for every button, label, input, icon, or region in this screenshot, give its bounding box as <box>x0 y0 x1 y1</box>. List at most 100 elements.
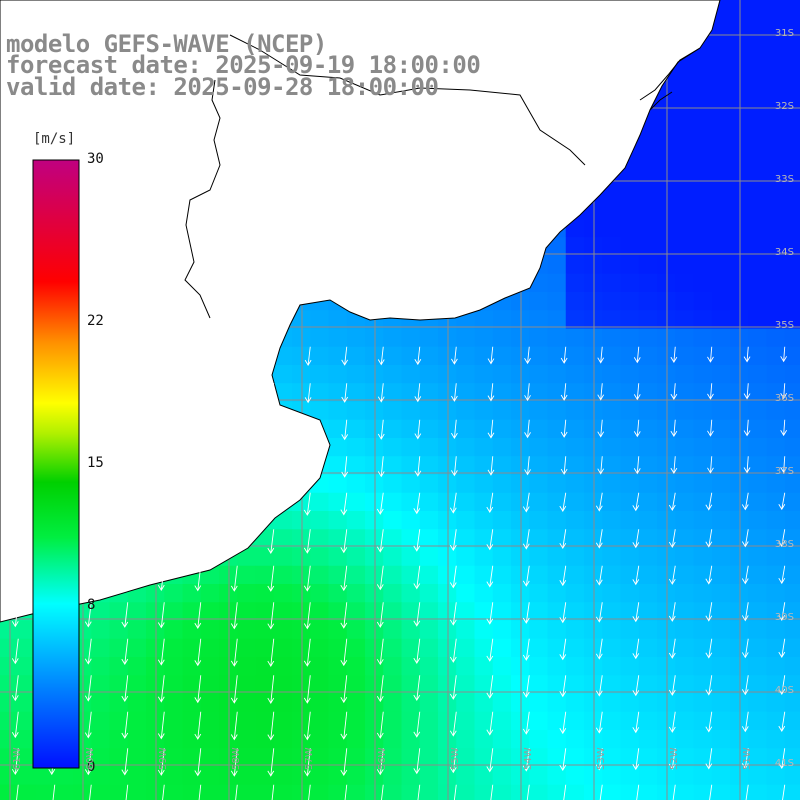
wind-cell <box>492 419 512 439</box>
wind-cell <box>766 711 786 731</box>
wind-cell <box>529 401 548 421</box>
wind-cell <box>784 255 800 275</box>
wind-arrow <box>304 383 312 404</box>
wind-arrow <box>668 565 676 585</box>
wind-cell <box>547 547 567 567</box>
wind-arrow <box>89 784 92 800</box>
wind-arrow <box>595 529 603 549</box>
wind-cell <box>657 584 676 603</box>
lon-label: 54W <box>523 747 534 770</box>
wind-cell <box>638 273 658 293</box>
wind-cell <box>401 346 421 366</box>
wind-cell <box>529 365 548 384</box>
wind-cell <box>529 383 548 402</box>
wind-cell <box>620 492 640 512</box>
wind-cell <box>310 565 329 585</box>
wind-cell <box>109 711 129 731</box>
wind-cell <box>456 730 475 749</box>
wind-cell <box>547 273 567 293</box>
wind-cell <box>766 164 786 183</box>
wind-cell <box>36 766 56 786</box>
wind-cell <box>693 529 713 548</box>
wind-cell <box>657 109 676 129</box>
wind-cell <box>602 657 621 676</box>
wind-cell <box>693 456 713 475</box>
wind-cell <box>310 602 329 621</box>
wind-cell <box>675 529 694 548</box>
wind-cell <box>438 711 457 731</box>
wind-cell <box>711 36 731 56</box>
wind-cell <box>511 383 530 402</box>
wind-cell <box>784 346 800 366</box>
wind-cell <box>657 310 676 329</box>
wind-cell <box>638 620 658 640</box>
wind-cell <box>127 638 147 658</box>
wind-cell <box>693 365 713 384</box>
wind-cell <box>292 657 311 676</box>
wind-arrow <box>194 602 202 629</box>
wind-cell <box>711 693 731 713</box>
wind-cell <box>620 620 640 640</box>
wind-cell <box>164 638 183 658</box>
wind-arrow <box>741 529 749 548</box>
wind-cell <box>730 711 749 731</box>
wind-cell <box>419 492 439 512</box>
wind-cell <box>492 328 512 348</box>
wind-cell <box>638 292 658 311</box>
wind-arrow <box>121 748 129 776</box>
wind-arrow <box>303 711 311 741</box>
wind-cell <box>127 748 147 767</box>
wind-cell <box>730 438 749 457</box>
wind-cell <box>675 511 694 530</box>
wind-arrow <box>778 675 786 696</box>
wind-arrow <box>668 492 676 511</box>
wind-cell <box>438 620 457 640</box>
wind-cell <box>91 602 110 621</box>
wind-arrow <box>12 383 20 405</box>
wind-cell <box>346 529 366 548</box>
wind-cell <box>273 784 293 800</box>
wind-cell <box>511 365 530 384</box>
wind-cell <box>365 492 384 512</box>
wind-cell <box>657 328 676 348</box>
wind-cell <box>255 784 275 800</box>
wind-cell <box>328 438 348 457</box>
wind-cell <box>438 456 457 475</box>
wind-arrow <box>524 419 531 439</box>
wind-cell <box>766 200 786 220</box>
wind-cell <box>766 456 786 475</box>
wind-cell <box>693 693 713 713</box>
land-south-america <box>0 0 721 623</box>
wind-cell <box>730 693 749 713</box>
wind-cell <box>438 784 457 800</box>
wind-cell <box>456 657 475 676</box>
wind-cell <box>584 474 603 494</box>
wind-cell <box>456 675 475 694</box>
wind-cell <box>456 492 475 512</box>
wind-cell <box>255 565 275 585</box>
wind-cell <box>675 565 694 585</box>
wind-cell <box>584 401 603 421</box>
wind-cell <box>438 474 457 494</box>
wind-arrow <box>597 456 605 475</box>
wind-cell <box>730 547 749 567</box>
wind-arrow <box>267 711 275 741</box>
wind-arrow <box>195 346 202 367</box>
wind-cell <box>438 584 457 603</box>
wind-arrow <box>235 784 238 800</box>
wind-cell <box>146 711 165 731</box>
wind-cell <box>328 328 348 348</box>
wind-cell <box>693 164 713 183</box>
wind-cell <box>0 784 19 800</box>
wind-cell <box>565 511 585 530</box>
wind-cell <box>18 748 37 767</box>
wind-cell <box>237 748 256 767</box>
wind-arrow <box>741 602 749 622</box>
wind-cell <box>365 693 384 713</box>
wind-cell <box>730 18 749 37</box>
wind-cell <box>638 456 658 475</box>
wind-cell <box>127 602 147 621</box>
wind-cell <box>511 492 530 512</box>
wind-cell <box>784 456 800 475</box>
wind-arrow <box>376 675 384 703</box>
